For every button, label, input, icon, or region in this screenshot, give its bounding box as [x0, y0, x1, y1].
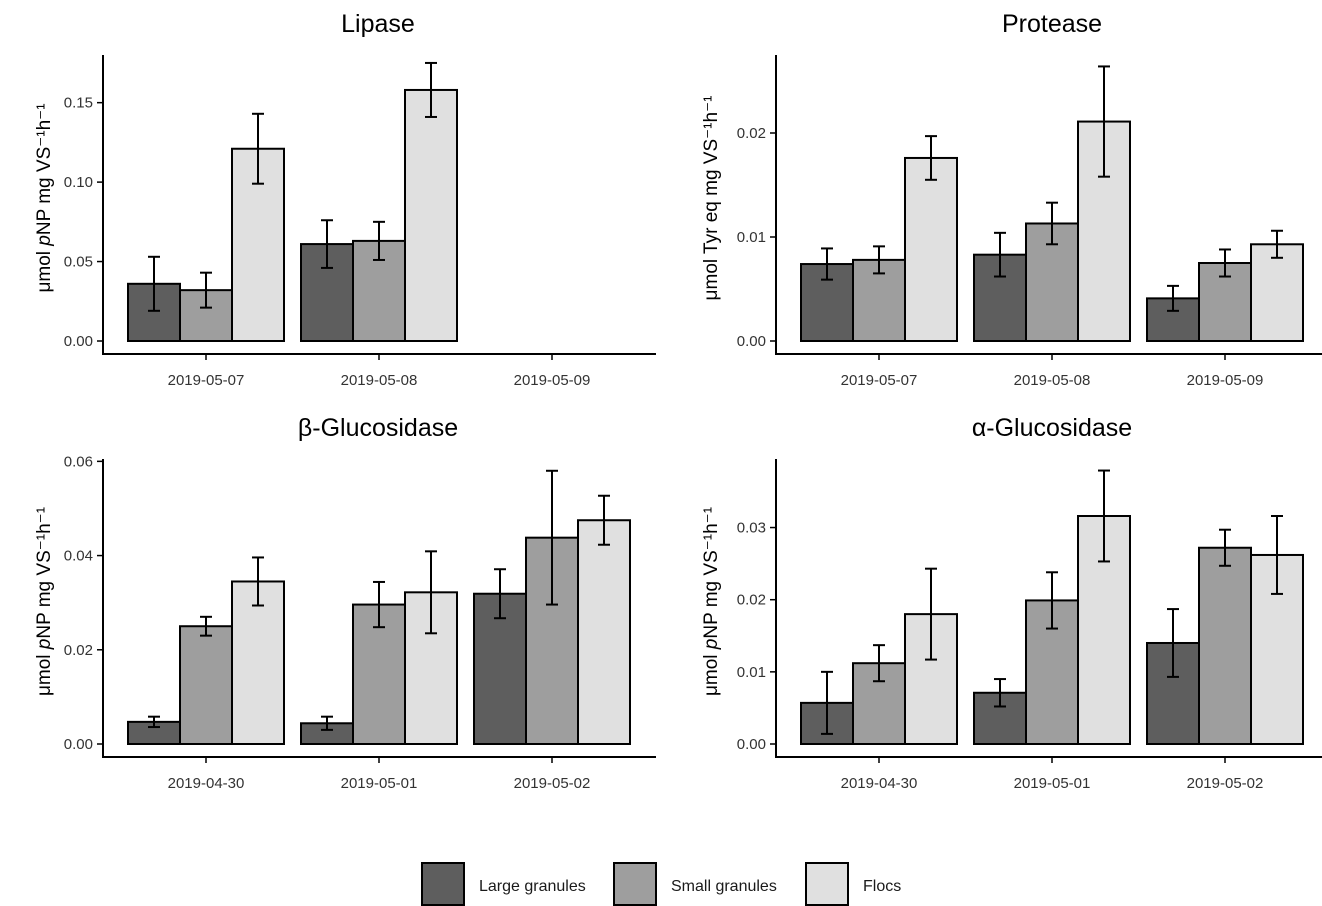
y-tick-label-beta-glucosidase-3: 0.06	[64, 453, 93, 470]
bar-protease-flocs-2	[1250, 243, 1304, 342]
y-tick-label-beta-glucosidase-1: 0.02	[64, 642, 93, 659]
y-tick-label-alpha-glucosidase-3: 0.03	[737, 520, 766, 537]
x-tick-label-protease-1: 2019-05-08	[1014, 372, 1091, 389]
y-tick-label-alpha-glucosidase-1: 0.01	[737, 664, 766, 681]
x-tick-label-beta-glucosidase-2: 2019-05-02	[514, 775, 591, 792]
legend-label-flocs: Flocs	[863, 878, 902, 895]
y-axis-label-protease: μmol Tyr eq mg VS⁻¹h⁻¹	[701, 96, 722, 301]
legend-label-small-granules: Small granules	[671, 878, 777, 895]
y-tick-label-lipase-0: 0.00	[64, 333, 93, 350]
bar-alpha-glucosidase-small-granules-2	[1198, 546, 1252, 745]
legend-swatch-flocs	[805, 862, 849, 906]
x-tick-label-beta-glucosidase-1: 2019-05-01	[341, 775, 418, 792]
legend-swatch-large-granules	[421, 862, 465, 906]
legend-label-large-granules: Large granules	[479, 878, 586, 895]
bar-beta-glucosidase-small-granules-0	[179, 625, 233, 745]
panel-alpha-glucosidase: α-Glucosidase μmol pNP mg VS⁻¹h⁻¹ 0.00 0.01…	[701, 414, 1322, 792]
legend: Large granules Small granules Flocs	[0, 858, 1322, 906]
y-tick-label-beta-glucosidase-2: 0.04	[64, 548, 93, 565]
y-tick-label-protease-0: 0.00	[737, 333, 766, 350]
y-axis-label-alpha-glucosidase: μmol pNP mg VS⁻¹h⁻¹	[701, 507, 722, 696]
x-tick-label-alpha-glucosidase-0: 2019-04-30	[841, 775, 918, 792]
y-tick-label-lipase-2: 0.10	[64, 174, 93, 191]
enzyme-activity-chart: Lipase μmol pNP mg VS⁻¹h⁻¹ 0.00 0.05 0.10 0.1…	[34, 10, 1322, 792]
chart-title-lipase: Lipase	[341, 10, 415, 38]
bar-protease-flocs-0	[904, 156, 958, 342]
x-tick-label-beta-glucosidase-0: 2019-04-30	[168, 775, 245, 792]
bar-lipase-flocs-1	[404, 88, 458, 343]
bar-beta-glucosidase-flocs-2	[577, 519, 631, 746]
x-tick-label-lipase-1: 2019-05-08	[341, 372, 418, 389]
legend-swatch-small-granules	[613, 862, 657, 906]
chart-title-protease: Protease	[1002, 10, 1102, 38]
panel-protease: Protease μmol Tyr eq mg VS⁻¹h⁻¹ 0.00 0.01 0.…	[701, 10, 1322, 389]
chart-title-beta-glucosidase: β-Glucosidase	[298, 414, 458, 442]
panel-lipase: Lipase μmol pNP mg VS⁻¹h⁻¹ 0.00 0.05 0.10 0.1…	[34, 10, 656, 389]
y-tick-label-alpha-glucosidase-2: 0.02	[737, 592, 766, 609]
bar-beta-glucosidase-flocs-0	[231, 580, 285, 745]
y-tick-label-lipase-3: 0.15	[64, 95, 93, 112]
x-tick-label-protease-0: 2019-05-07	[841, 372, 918, 389]
y-tick-label-alpha-glucosidase-0: 0.00	[737, 736, 766, 753]
x-tick-label-lipase-2: 2019-05-09	[514, 372, 591, 389]
x-tick-label-lipase-0: 2019-05-07	[168, 372, 245, 389]
y-tick-label-beta-glucosidase-0: 0.00	[64, 736, 93, 753]
panel-beta-glucosidase: β-Glucosidase μmol pNP mg VS⁻¹h⁻¹ 0.00 0.02…	[34, 414, 656, 792]
x-tick-label-protease-2: 2019-05-09	[1187, 372, 1264, 389]
y-axis-label-lipase: μmol pNP mg VS⁻¹h⁻¹	[34, 103, 55, 292]
y-tick-label-lipase-1: 0.05	[64, 254, 93, 271]
y-tick-label-protease-2: 0.02	[737, 125, 766, 142]
x-tick-label-alpha-glucosidase-1: 2019-05-01	[1014, 775, 1091, 792]
y-axis-label-beta-glucosidase: μmol pNP mg VS⁻¹h⁻¹	[34, 507, 55, 696]
y-tick-label-protease-1: 0.01	[737, 229, 766, 246]
x-tick-label-alpha-glucosidase-2: 2019-05-02	[1187, 775, 1264, 792]
chart-title-alpha-glucosidase: α-Glucosidase	[972, 414, 1132, 442]
